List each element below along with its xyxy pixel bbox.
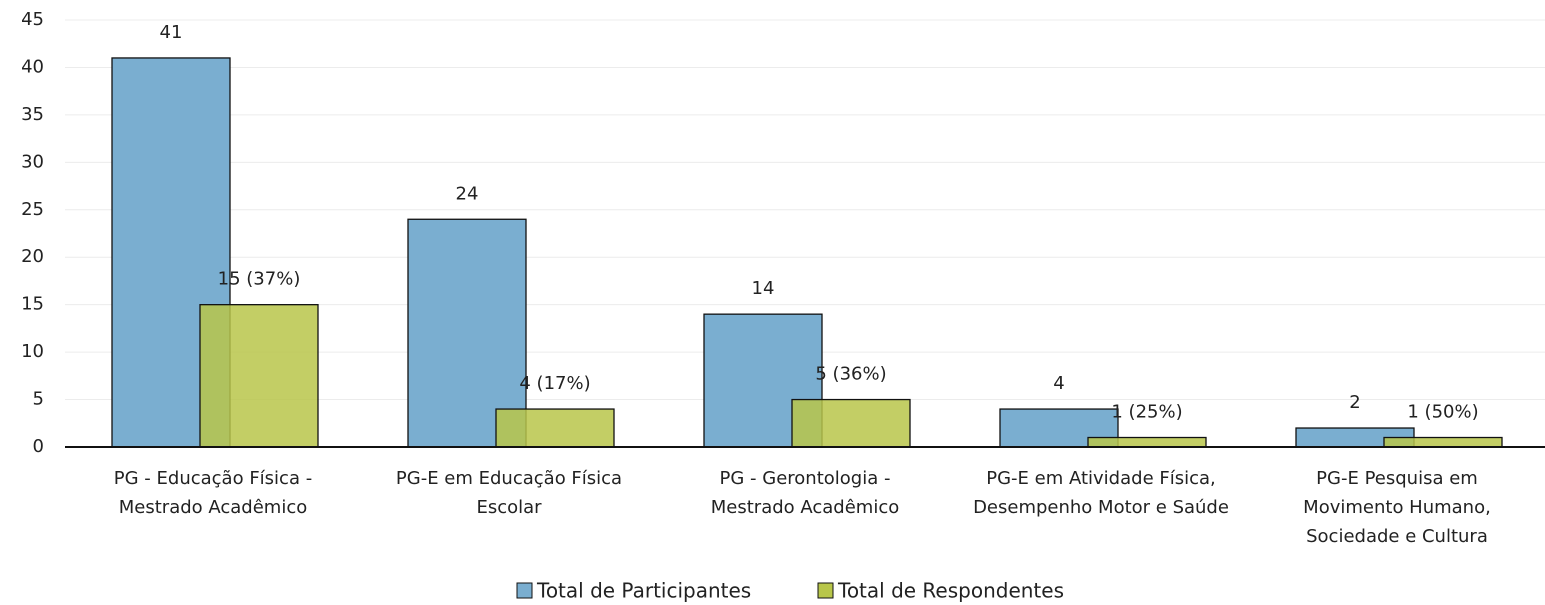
x-tick-label: Mestrado Acadêmico: [711, 497, 900, 518]
y-tick-label: 15: [21, 294, 44, 315]
x-tick-label: PG-E em Educação Física: [396, 468, 622, 489]
x-tick-label: Sociedade e Cultura: [1306, 526, 1488, 547]
y-tick-label: 35: [21, 104, 44, 125]
data-label: 4: [1053, 373, 1064, 394]
x-tick-label: Mestrado Acadêmico: [119, 497, 308, 518]
y-tick-label: 20: [21, 246, 44, 267]
bar: [407, 218, 527, 448]
bar: [495, 408, 615, 448]
x-tick-label: Desempenho Motor e Saúde: [973, 497, 1229, 518]
y-tick-label: 10: [21, 341, 44, 362]
y-tick-label: 30: [21, 151, 44, 172]
data-label: 1 (50%): [1407, 402, 1478, 423]
legend-swatch: [817, 582, 834, 599]
legend-label: Total de Participantes: [536, 579, 751, 603]
bar: [1383, 436, 1503, 448]
y-tick-label: 45: [21, 9, 44, 30]
y-tick-label: 25: [21, 199, 44, 220]
bar: [1087, 436, 1207, 448]
x-tick-label: Movimento Humano,: [1303, 497, 1491, 518]
data-label: 41: [160, 22, 183, 43]
x-tick-label: PG-E em Atividade Física,: [986, 468, 1216, 489]
data-label: 5 (36%): [815, 364, 886, 385]
x-tick-label: Escolar: [476, 497, 542, 518]
data-label: 2: [1349, 392, 1360, 413]
legend-label: Total de Respondentes: [837, 579, 1064, 603]
legend-swatch: [516, 582, 533, 599]
bar: [791, 398, 911, 448]
data-label: 1 (25%): [1111, 402, 1182, 423]
y-tick-label: 5: [33, 389, 44, 410]
x-tick-label: PG - Educação Física -: [114, 468, 312, 489]
y-tick-label: 40: [21, 56, 44, 77]
data-label: 4 (17%): [519, 373, 590, 394]
bar: [999, 408, 1119, 448]
y-tick-label: 0: [33, 436, 44, 457]
data-label: 14: [752, 278, 775, 299]
bar: [199, 304, 319, 448]
data-label: 15 (37%): [218, 269, 301, 290]
data-label: 24: [456, 183, 479, 204]
x-tick-label: PG-E Pesquisa em: [1316, 468, 1478, 489]
x-tick-label: PG - Gerontologia -: [720, 468, 891, 489]
